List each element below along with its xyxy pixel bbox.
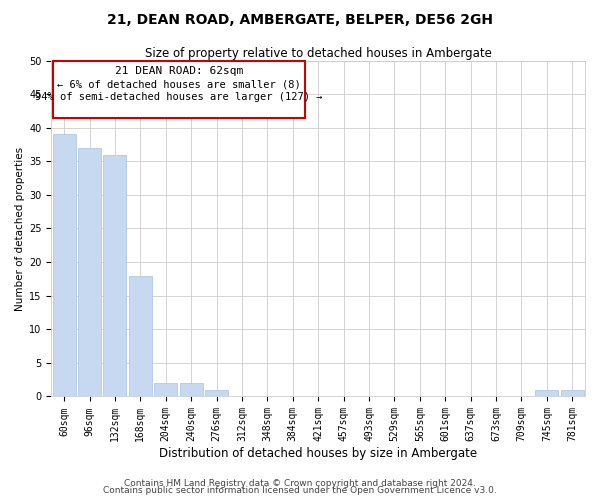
Bar (78, 148, 101, 396)
Text: 21 DEAN ROAD: 62sqm: 21 DEAN ROAD: 62sqm (115, 66, 243, 76)
Title: Size of property relative to detached houses in Ambergate: Size of property relative to detached ho… (145, 48, 491, 60)
Y-axis label: Number of detached properties: Number of detached properties (15, 146, 25, 310)
Bar (205, 390, 228, 396)
Text: Contains public sector information licensed under the Open Government Licence v3: Contains public sector information licen… (103, 486, 497, 495)
Bar (53, 134, 76, 396)
FancyBboxPatch shape (53, 60, 305, 118)
Bar (103, 154, 127, 396)
Bar (535, 390, 559, 396)
Text: Contains HM Land Registry data © Crown copyright and database right 2024.: Contains HM Land Registry data © Crown c… (124, 478, 476, 488)
Bar (180, 383, 203, 396)
Text: 21, DEAN ROAD, AMBERGATE, BELPER, DE56 2GH: 21, DEAN ROAD, AMBERGATE, BELPER, DE56 2… (107, 12, 493, 26)
X-axis label: Distribution of detached houses by size in Ambergate: Distribution of detached houses by size … (159, 447, 477, 460)
Bar (561, 390, 584, 396)
Bar (154, 383, 177, 396)
Bar (129, 276, 152, 396)
Text: 94% of semi-detached houses are larger (127) →: 94% of semi-detached houses are larger (… (35, 92, 323, 102)
Text: ← 6% of detached houses are smaller (8): ← 6% of detached houses are smaller (8) (57, 79, 301, 89)
